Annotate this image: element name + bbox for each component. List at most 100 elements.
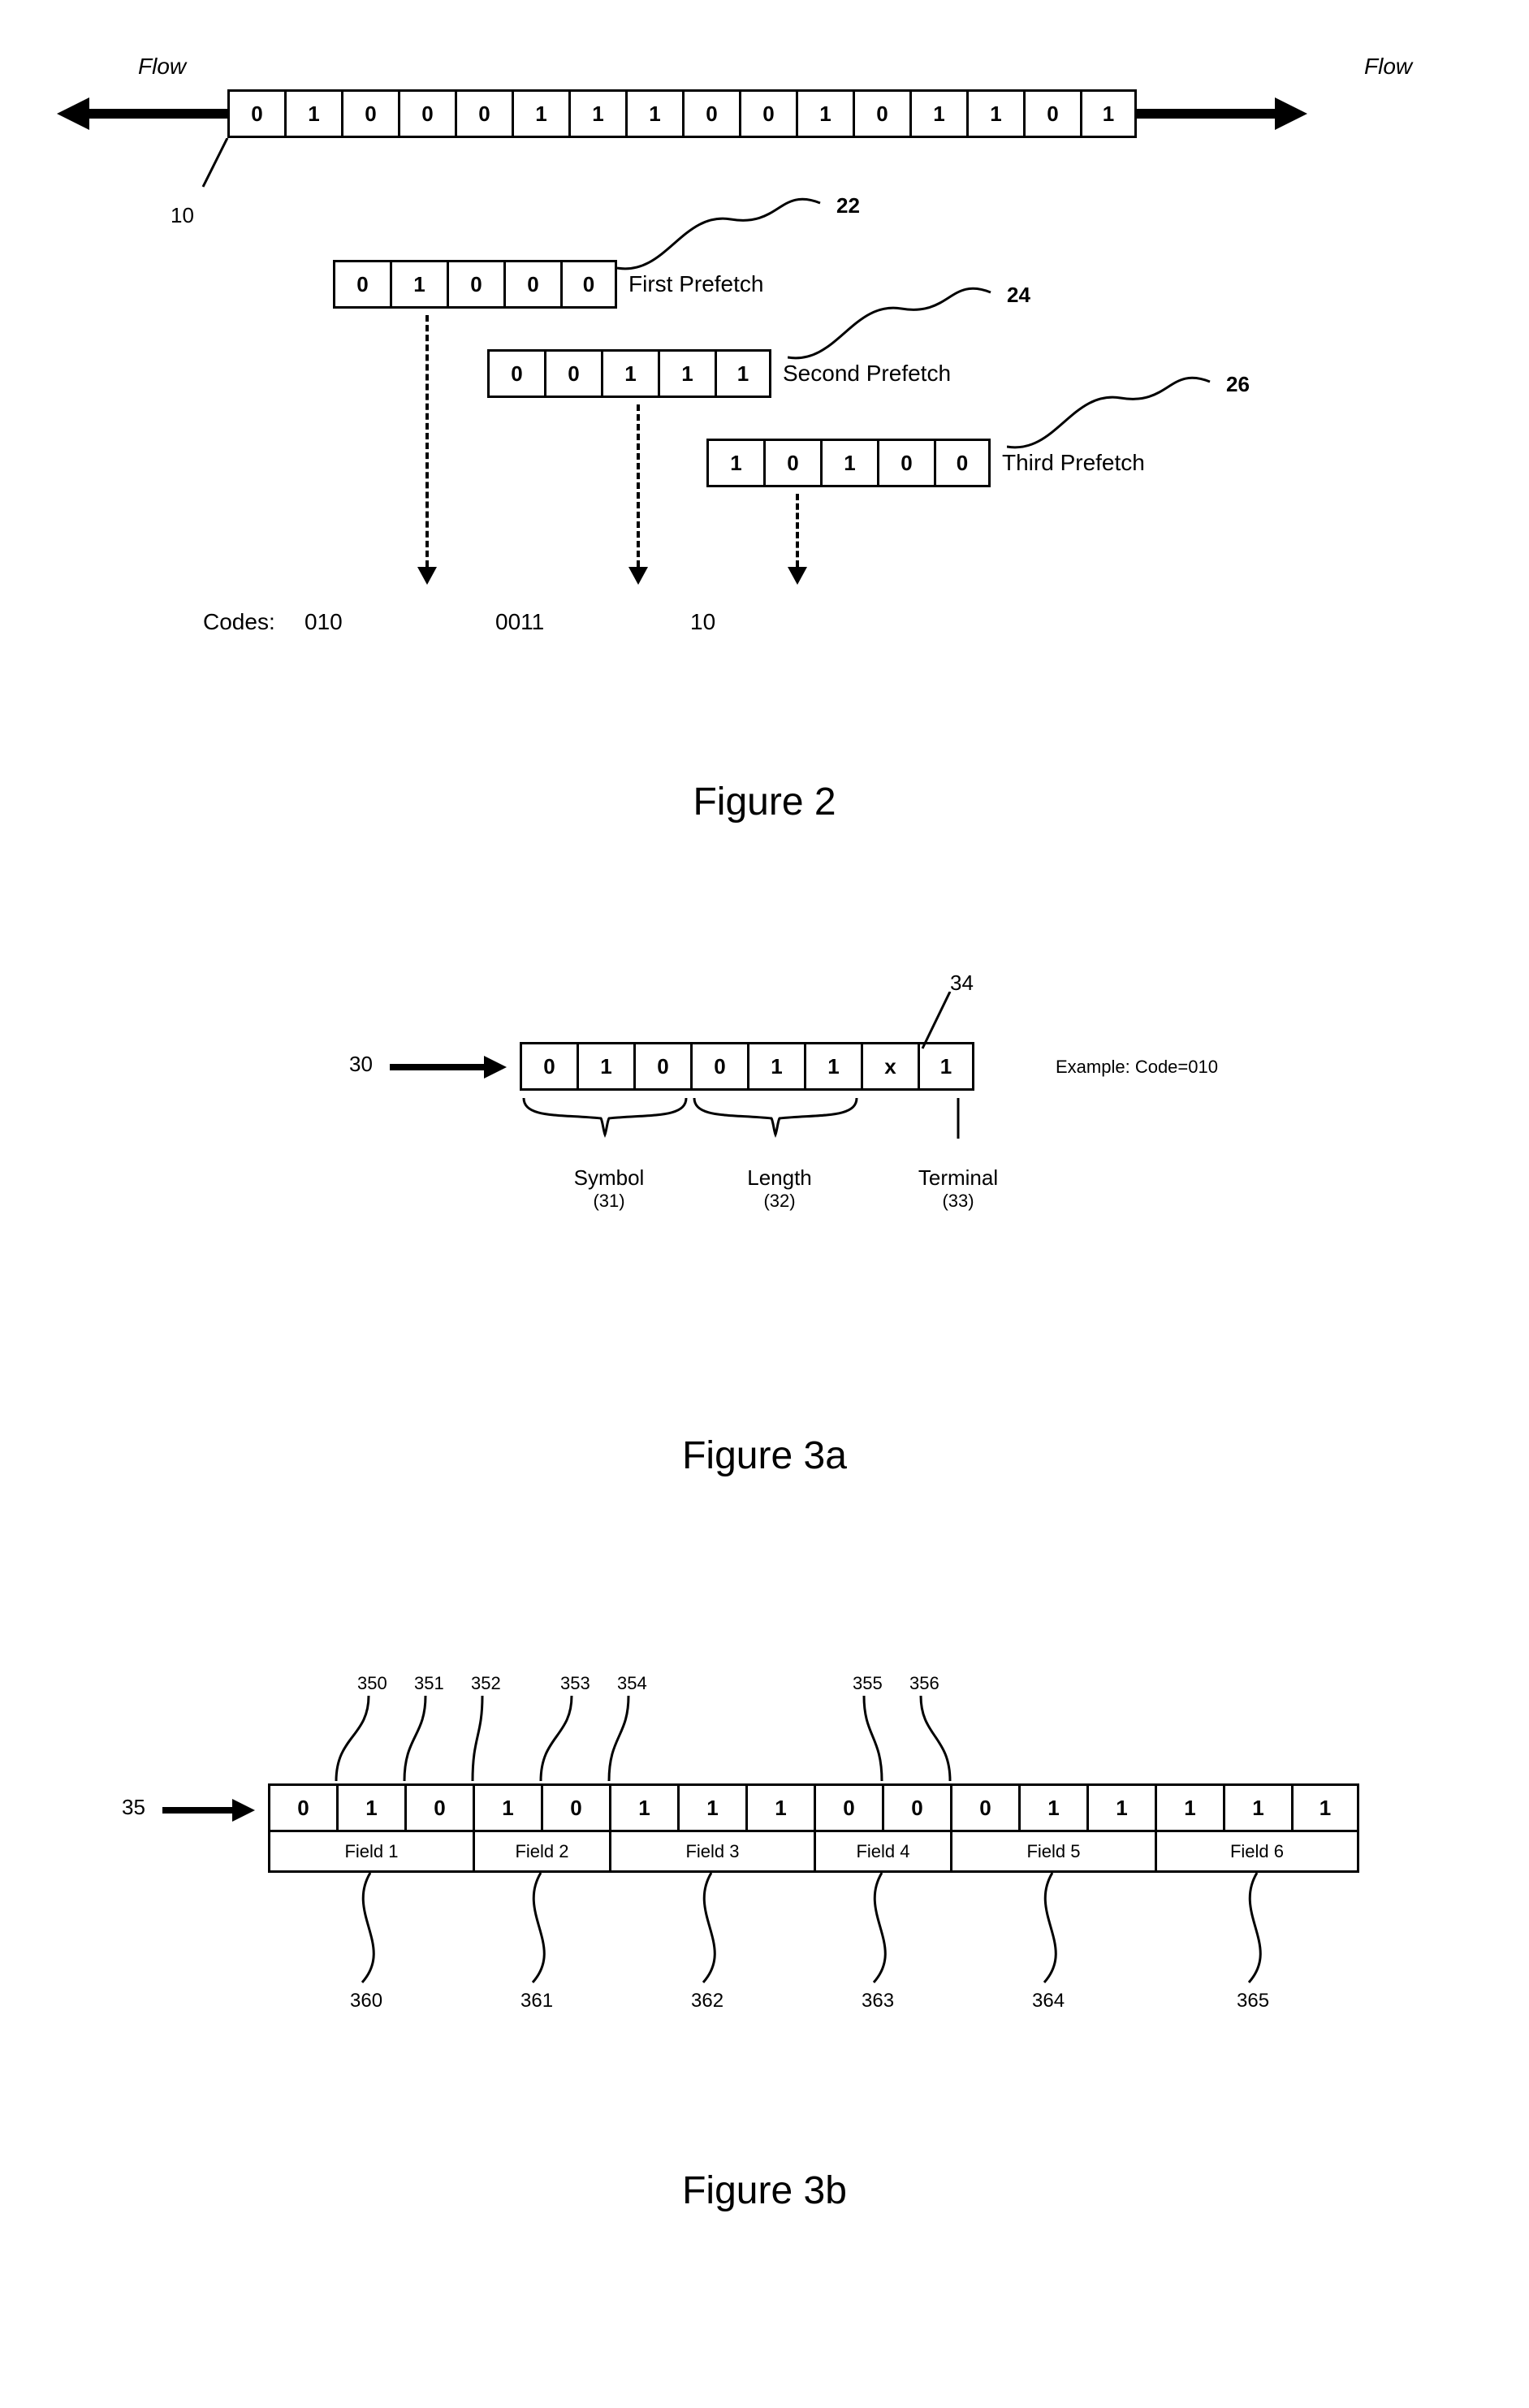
bit-cell: 1 [909, 89, 966, 138]
figure-3b: 350351352353354355356 35 010101110001111… [32, 1624, 1497, 2213]
code-1: 0011 [495, 609, 544, 635]
example-label: Example: Code=010 [1056, 1057, 1218, 1078]
figure-3a-title: Figure 3a [32, 1433, 1497, 1478]
fig2-container: Flow Flow 0100011100101101 10 01000 Firs… [32, 49, 1497, 739]
fig3b-field-strip: Field 1Field 2Field 3Field 4Field 5Field… [268, 1832, 1359, 1873]
brace-length-icon [690, 1094, 861, 1143]
bit-cell: 1 [1018, 1783, 1086, 1832]
bit-cell: 1 [747, 1042, 804, 1091]
bit-cell: 1 [601, 349, 658, 398]
length-num: (32) [723, 1191, 836, 1212]
fig3a-bit-row: 010011x1 [520, 1042, 974, 1091]
figure-3b-title: Figure 3b [32, 2168, 1497, 2213]
leader-bottom-icon [338, 1873, 403, 1986]
bit-cell: 0 [227, 89, 284, 138]
bit-cell: 0 [544, 349, 601, 398]
bit-cell: x [861, 1042, 918, 1091]
dash-arrow-3-icon [788, 494, 807, 585]
field-box: Field 3 [609, 1832, 814, 1873]
bit-cell: 1 [577, 1042, 633, 1091]
squiggle-24-icon [788, 284, 999, 365]
leader-top-icon [388, 1696, 442, 1785]
bit-cell: 0 [682, 89, 739, 138]
leader-10-icon [195, 138, 260, 203]
field-box: Field 4 [814, 1832, 950, 1873]
bit-cell: 0 [1023, 89, 1080, 138]
flow-arrow-left-icon [81, 109, 227, 119]
bit-cell: 1 [390, 260, 447, 309]
bit-cell: 0 [333, 260, 390, 309]
arrow-30-icon [390, 1060, 487, 1074]
bit-cell: 1 [966, 89, 1023, 138]
length-name: Length [723, 1165, 836, 1191]
terminal-num: (33) [901, 1191, 1015, 1212]
ref-35: 35 [122, 1795, 145, 1820]
top-ref: 351 [414, 1673, 444, 1694]
flow-label-left: Flow [138, 54, 186, 80]
bit-cell: 1 [568, 89, 625, 138]
bit-cell: 0 [560, 260, 617, 309]
field-box: Field 1 [268, 1832, 473, 1873]
main-stream: 0100011100101101 [81, 89, 1283, 138]
bit-cell: 1 [336, 1783, 404, 1832]
main-bit-row: 0100011100101101 [227, 89, 1137, 138]
field-box: Field 5 [950, 1832, 1155, 1873]
bit-cell: 0 [934, 439, 991, 487]
arrow-35-icon [162, 1803, 235, 1818]
bit-cell: 1 [1223, 1783, 1291, 1832]
bit-cell: 1 [715, 349, 771, 398]
fig3b-bit-row: 0101011100011111 [268, 1783, 1359, 1832]
squiggle-26-icon [1007, 374, 1218, 455]
bit-cell: 1 [745, 1783, 814, 1832]
bottom-ref: 365 [1237, 1990, 1269, 2012]
leader-top-icon [320, 1696, 385, 1785]
bit-cell: 0 [341, 89, 398, 138]
bit-cell: 0 [503, 260, 560, 309]
top-ref: 355 [853, 1673, 883, 1694]
fig3b-container: 350351352353354355356 35 010101110001111… [32, 1624, 1497, 2128]
ref-30: 30 [349, 1052, 373, 1077]
bit-cell: 0 [455, 89, 512, 138]
bit-cell: 1 [1155, 1783, 1223, 1832]
group-terminal: Terminal (33) [901, 1165, 1015, 1212]
field-box: Field 2 [473, 1832, 609, 1873]
prefetch-1-bits: 01000 [333, 260, 617, 309]
field-box: Field 6 [1155, 1832, 1359, 1873]
fig3a-container: 34 30 010011x1 Example: Code=010 Symbol … [32, 971, 1497, 1393]
leader-bottom-icon [1020, 1873, 1085, 1986]
top-ref: 350 [357, 1673, 387, 1694]
bit-cell: 1 [1291, 1783, 1359, 1832]
bit-cell: 1 [1086, 1783, 1155, 1832]
top-ref: 356 [909, 1673, 939, 1694]
code-0: 010 [305, 609, 343, 635]
bit-cell: 0 [853, 89, 909, 138]
leader-top-icon [913, 1696, 974, 1785]
bit-cell: 0 [487, 349, 544, 398]
bit-cell: 0 [268, 1783, 336, 1832]
bit-cell: 1 [658, 349, 715, 398]
leader-bottom-icon [849, 1873, 914, 1986]
bit-cell: 0 [763, 439, 820, 487]
top-ref: 354 [617, 1673, 647, 1694]
bit-cell: 1 [706, 439, 763, 487]
bit-cell: 1 [284, 89, 341, 138]
bit-cell: 1 [918, 1042, 974, 1091]
leader-bottom-icon [1224, 1873, 1289, 1986]
symbol-name: Symbol [552, 1165, 666, 1191]
bit-cell: 0 [814, 1783, 882, 1832]
group-symbol: Symbol (31) [552, 1165, 666, 1212]
ref-22: 22 [836, 193, 860, 218]
flow-arrow-right-icon [1137, 109, 1283, 119]
squiggle-22-icon [617, 195, 828, 276]
figure-3a: 34 30 010011x1 Example: Code=010 Symbol … [32, 971, 1497, 1478]
figure-2: Flow Flow 0100011100101101 10 01000 Firs… [32, 49, 1497, 824]
top-ref: 352 [471, 1673, 501, 1694]
dash-arrow-2-icon [628, 404, 648, 585]
ref-26: 26 [1226, 372, 1250, 397]
leader-bottom-icon [679, 1873, 744, 1986]
bit-cell: 1 [473, 1783, 541, 1832]
bottom-ref: 362 [691, 1990, 723, 2012]
symbol-num: (31) [552, 1191, 666, 1212]
bit-cell: 1 [1080, 89, 1137, 138]
bit-cell: 0 [541, 1783, 609, 1832]
